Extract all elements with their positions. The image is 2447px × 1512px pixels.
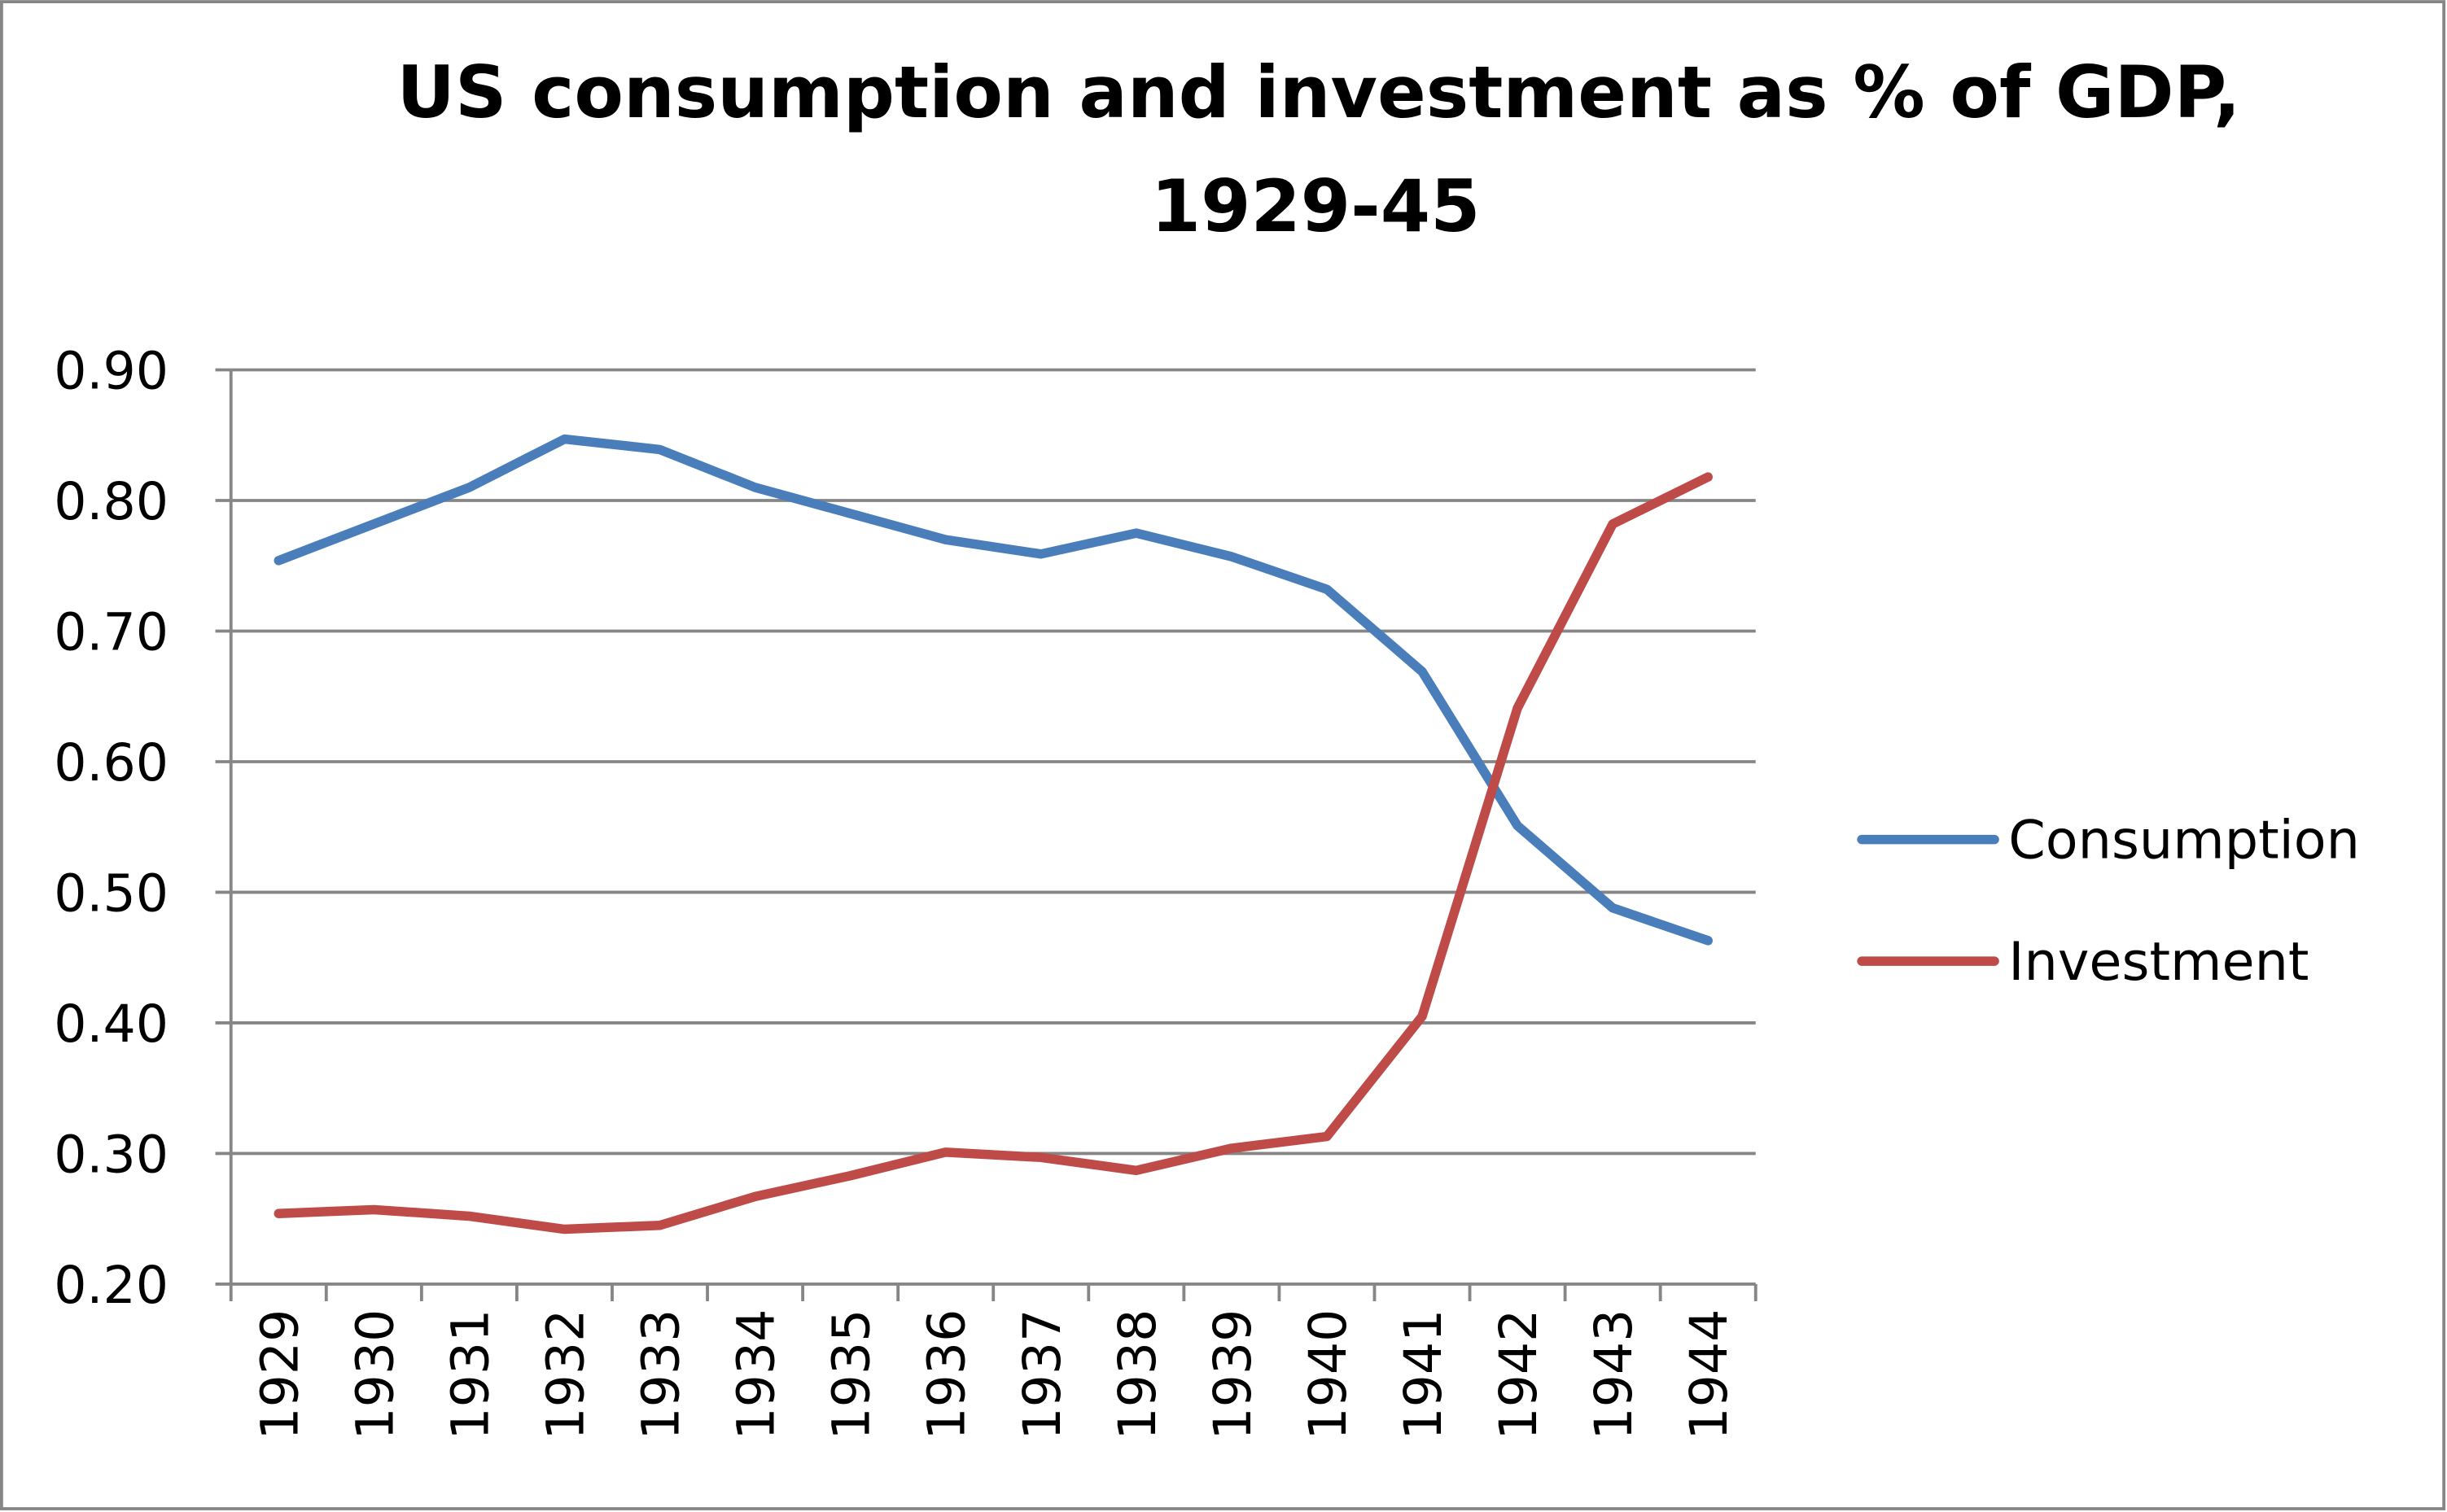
x-tick-label: 1940 bbox=[1298, 1309, 1358, 1440]
x-tick-label: 1929 bbox=[249, 1309, 309, 1440]
x-tick-label: 1933 bbox=[631, 1309, 691, 1440]
series-line-investment bbox=[274, 472, 1713, 1235]
y-tick-label: 0.70 bbox=[54, 602, 169, 662]
x-tick-label: 1944 bbox=[1679, 1309, 1739, 1440]
y-tick-label: 0.20 bbox=[54, 1255, 169, 1315]
x-tick-label: 1937 bbox=[1012, 1309, 1072, 1440]
x-tick-label: 1939 bbox=[1202, 1309, 1263, 1440]
y-tick-label: 0.40 bbox=[54, 994, 169, 1054]
chart-title: US consumption and investment as % of GD… bbox=[396, 50, 2240, 134]
y-tick-label: 0.90 bbox=[54, 341, 169, 401]
series-line-consumption bbox=[274, 434, 1713, 946]
y-tick-label: 0.30 bbox=[54, 1124, 169, 1184]
x-tick-label: 1938 bbox=[1107, 1309, 1167, 1440]
chart-title-line2: 1929-45 bbox=[1151, 164, 1481, 248]
x-tick-label: 1934 bbox=[726, 1309, 786, 1440]
x-tick-label: 1931 bbox=[440, 1309, 500, 1440]
legend-label: Investment bbox=[2008, 931, 2309, 993]
x-tick-label: 1941 bbox=[1393, 1309, 1453, 1440]
x-tick-label: 1942 bbox=[1488, 1309, 1548, 1440]
x-tick-label: 1930 bbox=[344, 1309, 405, 1440]
x-tick-label: 1943 bbox=[1583, 1309, 1644, 1440]
legend-label: Consumption bbox=[2008, 810, 2360, 872]
x-tick-label: 1935 bbox=[821, 1309, 882, 1440]
y-tick-label: 0.80 bbox=[54, 471, 169, 531]
x-tick-label: 1936 bbox=[917, 1309, 977, 1440]
x-tick-label: 1932 bbox=[535, 1309, 595, 1440]
y-tick-label: 0.60 bbox=[54, 732, 169, 793]
y-tick-label: 0.50 bbox=[54, 863, 169, 923]
